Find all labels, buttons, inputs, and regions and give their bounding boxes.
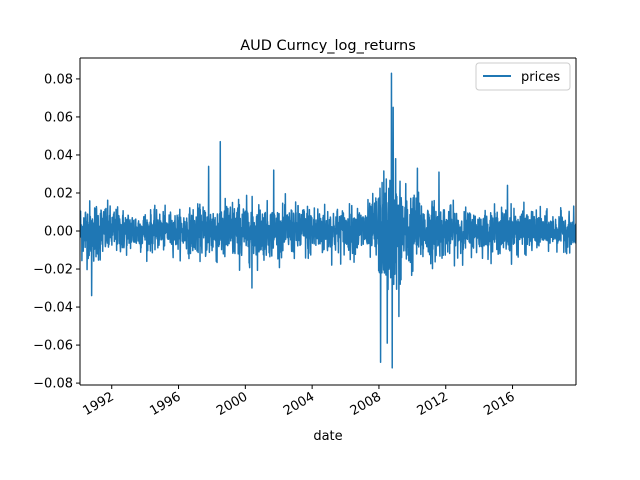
x-tick-label: 1992 <box>81 389 117 419</box>
series-line-prices <box>80 72 576 369</box>
y-tick-label: −0.08 <box>33 377 73 392</box>
legend-frame <box>475 62 571 91</box>
x-tick-label: 2000 <box>214 389 250 419</box>
axes <box>79 57 577 386</box>
y-axis-ticks: −0.08 −0.06 −0.04 −0.02 0.00 0.02 0.04 0.06 0.08 <box>33 72 80 392</box>
x-tick-label: 2008 <box>348 389 384 419</box>
y-tick-label: −0.04 <box>33 301 73 316</box>
chart-title: AUD Curncy_log_returns <box>240 38 416 54</box>
x-axis-label: date <box>313 429 342 444</box>
x-tick-label: 1996 <box>147 389 183 419</box>
y-tick-label: 0.02 <box>44 186 73 201</box>
y-tick-label: −0.02 <box>33 263 73 278</box>
y-tick-label: 0.00 <box>44 225 73 240</box>
x-tick-label: 2012 <box>415 389 451 419</box>
legend: prices <box>475 62 571 91</box>
series-group <box>80 72 576 369</box>
plot-area <box>80 58 576 385</box>
x-axis-ticks: 1992 1996 2000 2004 2008 2012 2016 <box>81 385 518 419</box>
y-tick-label: −0.06 <box>33 339 73 354</box>
legend-entry-prices: prices <box>521 70 560 85</box>
y-tick-label: 0.04 <box>44 148 73 163</box>
y-tick-label: 0.08 <box>44 72 73 87</box>
x-tick-label: 2016 <box>481 389 517 419</box>
y-tick-label: 0.06 <box>44 110 73 125</box>
x-tick-label: 2004 <box>281 389 317 419</box>
